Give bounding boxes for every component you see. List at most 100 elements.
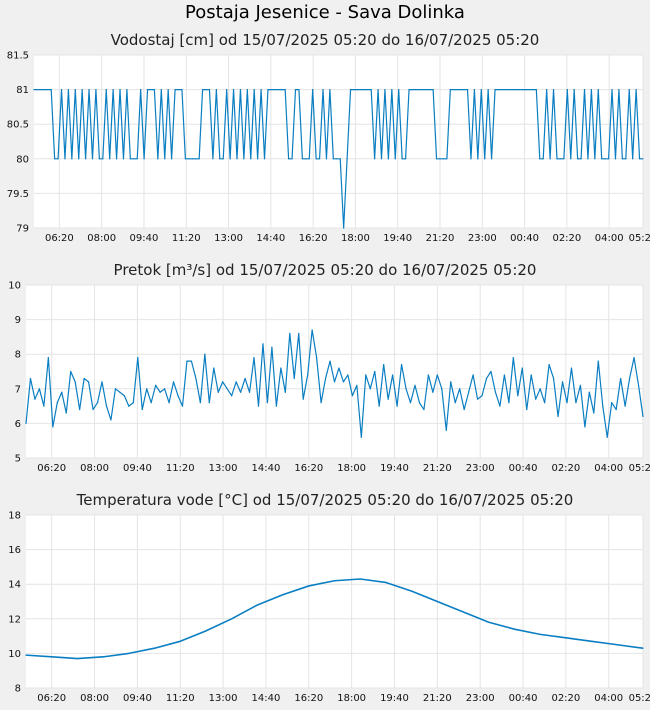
page-title: Postaja Jesenice - Sava Dolinka bbox=[185, 2, 465, 23]
water-level-data-point bbox=[181, 89, 183, 91]
water-level-data-point bbox=[401, 158, 403, 160]
discharge-data-point bbox=[123, 395, 125, 397]
water-level-data-point bbox=[277, 89, 279, 91]
water-temperature-x-tick-label: 16:20 bbox=[294, 693, 323, 704]
water-level-data-point bbox=[508, 89, 510, 91]
discharge-data-point bbox=[199, 402, 201, 404]
water-level-data-point bbox=[632, 158, 634, 160]
discharge-data-point bbox=[387, 398, 389, 400]
discharge-data-point bbox=[405, 388, 407, 390]
discharge-data-point bbox=[463, 408, 465, 411]
water-temperature-data-point bbox=[333, 580, 336, 582]
water-level-data-point bbox=[164, 158, 166, 160]
water-level-data-point bbox=[88, 89, 90, 91]
discharge-data-point bbox=[597, 360, 599, 362]
water-level-x-tick-label: 05:20 bbox=[629, 233, 650, 244]
water-temperature-x-tick-label: 18:00 bbox=[337, 693, 366, 704]
discharge-x-tick-label: 18:00 bbox=[337, 463, 366, 474]
water-level-data-point bbox=[614, 158, 617, 160]
discharge-data-point bbox=[137, 357, 139, 359]
water-level-data-point bbox=[370, 89, 372, 91]
water-level-data-point bbox=[542, 158, 544, 160]
water-level-data-point bbox=[470, 158, 472, 160]
discharge-data-point bbox=[186, 360, 188, 362]
water-temperature-x-tick-label: 23:00 bbox=[466, 693, 495, 704]
discharge-data-point bbox=[275, 405, 277, 407]
water-temperature-data-point bbox=[642, 647, 644, 649]
discharge-data-point bbox=[338, 367, 340, 369]
water-level-data-point bbox=[367, 89, 369, 91]
water-level-y-tick-label: 79.5 bbox=[7, 189, 29, 200]
discharge-y-tick-label: 5 bbox=[15, 454, 21, 465]
water-level-data-point bbox=[590, 89, 592, 91]
water-level-data-point bbox=[208, 89, 211, 91]
water-temperature-x-tick-label: 14:40 bbox=[252, 693, 281, 704]
water-level-data-point bbox=[539, 158, 541, 160]
discharge-x-tick-label: 11:20 bbox=[166, 463, 195, 474]
water-level-data-point bbox=[232, 89, 235, 91]
discharge-data-point bbox=[79, 408, 81, 411]
discharge-data-point bbox=[499, 405, 501, 407]
water-level-data-point bbox=[621, 158, 623, 160]
water-level-x-tick-label: 14:40 bbox=[256, 233, 285, 244]
water-level-y-tick-label: 80 bbox=[16, 154, 29, 165]
water-level-data-point bbox=[587, 158, 589, 160]
discharge-data-point bbox=[87, 381, 90, 383]
water-level-x-tick-label: 19:40 bbox=[383, 233, 412, 244]
water-level-data-point bbox=[215, 89, 217, 91]
water-level-data-point bbox=[422, 89, 424, 91]
water-level-data-point bbox=[95, 89, 97, 91]
water-level-data-point bbox=[563, 158, 565, 160]
water-level-data-point bbox=[398, 89, 400, 91]
discharge-data-point bbox=[490, 370, 492, 373]
discharge-data-point bbox=[222, 381, 224, 383]
discharge-data-point bbox=[593, 412, 595, 414]
discharge-data-point bbox=[530, 374, 532, 376]
discharge-data-point bbox=[561, 381, 564, 383]
water-level-x-tick-label: 02:20 bbox=[552, 233, 581, 244]
water-level-x-tick-label: 13:00 bbox=[214, 233, 243, 244]
water-temperature-x-tick-label: 21:20 bbox=[423, 693, 452, 704]
water-level-data-point bbox=[497, 89, 500, 91]
water-level-series-line bbox=[34, 89, 643, 229]
discharge-data-point bbox=[414, 384, 416, 386]
water-temperature-x-tick-label: 13:00 bbox=[209, 693, 238, 704]
discharge-x-tick-label: 02:20 bbox=[551, 463, 580, 474]
water-level-data-point bbox=[308, 158, 310, 160]
discharge-data-point bbox=[400, 363, 403, 366]
water-level-data-point bbox=[212, 158, 214, 160]
water-temperature-y-tick-label: 14 bbox=[8, 580, 21, 591]
discharge-data-point bbox=[316, 357, 318, 359]
discharge-data-point bbox=[29, 377, 32, 380]
discharge-data-point bbox=[548, 363, 550, 366]
water-level-data-point bbox=[78, 158, 80, 160]
water-level-data-point bbox=[504, 89, 506, 91]
water-temperature-y-tick-label: 16 bbox=[8, 545, 21, 556]
water-level-data-point bbox=[33, 89, 35, 91]
discharge-data-point bbox=[365, 374, 367, 376]
discharge-data-point bbox=[333, 381, 336, 383]
water-level-y-tick-label: 79 bbox=[16, 224, 29, 235]
water-level-data-point bbox=[284, 89, 286, 91]
discharge-data-point bbox=[557, 415, 559, 418]
discharge-x-tick-label: 04:00 bbox=[594, 463, 623, 474]
water-level-data-point bbox=[195, 158, 197, 160]
water-level-data-point bbox=[191, 158, 193, 160]
water-level-data-point bbox=[546, 89, 548, 91]
discharge-x-tick-label: 00:40 bbox=[509, 463, 538, 474]
discharge-data-point bbox=[324, 377, 327, 380]
discharge-data-point bbox=[351, 395, 353, 397]
water-temperature-data-point bbox=[308, 585, 310, 587]
discharge-data-point bbox=[378, 405, 380, 407]
discharge-data-point bbox=[101, 381, 103, 383]
discharge-y-tick-label: 9 bbox=[15, 315, 21, 326]
discharge-data-point bbox=[575, 402, 577, 404]
water-level-data-point bbox=[628, 89, 630, 91]
water-level-data-point bbox=[115, 158, 118, 160]
discharge-data-point bbox=[25, 422, 27, 424]
discharge-data-point bbox=[96, 402, 99, 404]
water-level-data-point bbox=[518, 89, 520, 91]
water-level-data-point bbox=[532, 89, 534, 91]
discharge-data-point bbox=[190, 360, 193, 362]
water-level-x-tick-label: 08:00 bbox=[87, 233, 116, 244]
